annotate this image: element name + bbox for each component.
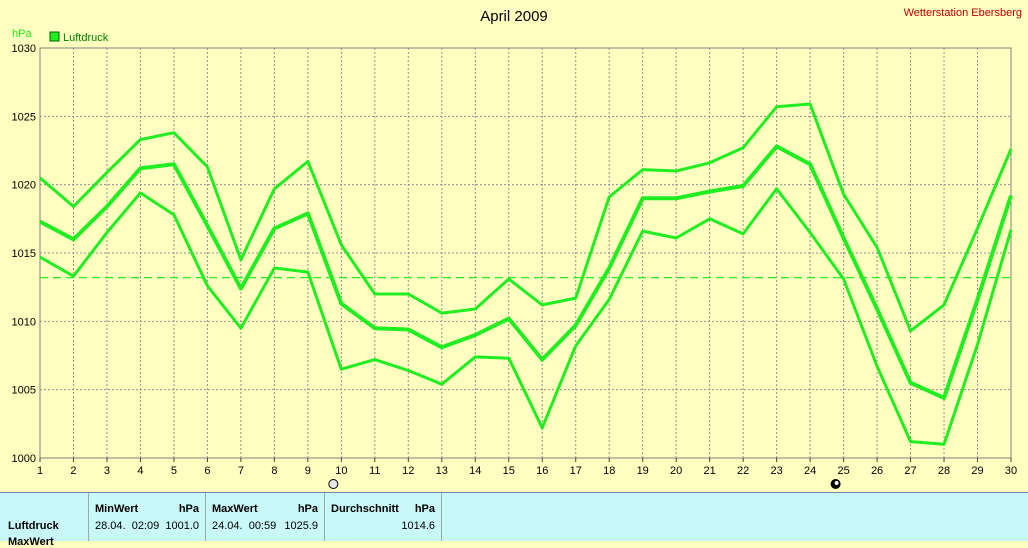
max-datetime: 24.04. 00:59 [212, 520, 277, 532]
x-tick-label: 25 [837, 465, 849, 477]
new-moon-highlight [834, 481, 839, 485]
x-tick-label: 27 [904, 465, 916, 477]
x-tick-label: 19 [637, 465, 649, 477]
x-tick-label: 3 [104, 465, 110, 477]
x-tick-label: 5 [171, 465, 177, 477]
station-name: Wetterstation Ebersberg [903, 7, 1022, 19]
x-tick-label: 22 [737, 465, 749, 477]
y-tick-label: 1015 [12, 248, 36, 260]
x-tick-label: 8 [271, 465, 277, 477]
max-unit: hPa [297, 503, 318, 515]
series-line-max [39, 102, 1013, 333]
x-tick-label: 7 [238, 465, 244, 477]
x-tick-label: 18 [603, 465, 615, 477]
x-tick-label: 20 [670, 465, 682, 477]
full-moon-icon [328, 479, 339, 489]
x-tick-label: 1 [37, 465, 43, 477]
y-tick-label: 1030 [12, 43, 36, 55]
avg-value: 1014.6 [401, 520, 435, 532]
max-value: 1025.9 [284, 520, 318, 532]
min-unit: hPa [178, 503, 199, 515]
y-unit-label: hPa [12, 28, 32, 40]
x-tick-label: 17 [570, 465, 582, 477]
chart-title: April 2009 [480, 8, 548, 25]
x-tick-label: 12 [402, 465, 414, 477]
min-value: 1001.0 [165, 520, 199, 532]
series-line-min [39, 187, 1013, 446]
stats-row-label-2: MaxWert [8, 536, 54, 548]
y-tick-label: 1020 [12, 180, 36, 192]
x-tick-label: 11 [369, 465, 380, 477]
x-tick-label: 28 [938, 465, 950, 477]
y-tick-label: 1010 [12, 316, 36, 328]
min-datetime: 28.04. 02:09 [95, 520, 160, 532]
x-tick-label: 15 [503, 465, 515, 477]
x-tick-label: 6 [204, 465, 210, 477]
x-tick-label: 30 [1005, 465, 1017, 477]
x-tick-label: 14 [469, 465, 481, 477]
x-tick-label: 2 [70, 465, 76, 477]
min-header: MinWert [95, 503, 139, 515]
x-tick-label: 13 [436, 465, 448, 477]
x-tick-label: 26 [871, 465, 883, 477]
avg-header: Durchschnitt [331, 503, 399, 515]
x-tick-label: 9 [305, 465, 311, 477]
legend-swatch [49, 31, 60, 42]
x-tick-label: 4 [137, 465, 143, 477]
y-tick-label: 1025 [12, 111, 36, 123]
y-tick-label: 1000 [12, 453, 36, 465]
chart-area: 1 2 3 4 5 6 7 8 9 10 11 12 13 14 15 16 17 18 19 20 21 22 23 24 2… [12, 7, 1022, 489]
x-tick-label: 21 [704, 465, 716, 477]
x-tick-label: 16 [536, 465, 548, 477]
x-tick-label: 23 [770, 465, 782, 477]
avg-value-cell: Durchschnitt hPa 1014.6 [324, 493, 442, 541]
max-header: MaxWert [212, 503, 258, 515]
series-line-mean [39, 144, 1013, 400]
legend-label: Luftdruck [63, 32, 109, 44]
avg-unit: hPa [414, 503, 435, 515]
max-value-cell: MaxWert hPa 24.04. 00:59 1025.9 [205, 493, 324, 541]
stats-panel: Luftdruck MaxWert MinWert hPa 28.04. 02:… [0, 492, 1028, 548]
x-tick-label: 29 [971, 465, 983, 477]
x-tick-label: 10 [335, 465, 347, 477]
x-tick-label: 24 [804, 465, 816, 477]
pressure-chart: 1 2 3 4 5 6 7 8 9 10 11 12 13 14 15 16 17 18 19 20 21 22 23 24 2… [12, 8, 1017, 489]
stats-row-label: Luftdruck [8, 520, 59, 532]
min-value-cell: MinWert hPa 28.04. 02:09 1001.0 [88, 493, 205, 541]
y-tick-label: 1005 [12, 385, 36, 397]
